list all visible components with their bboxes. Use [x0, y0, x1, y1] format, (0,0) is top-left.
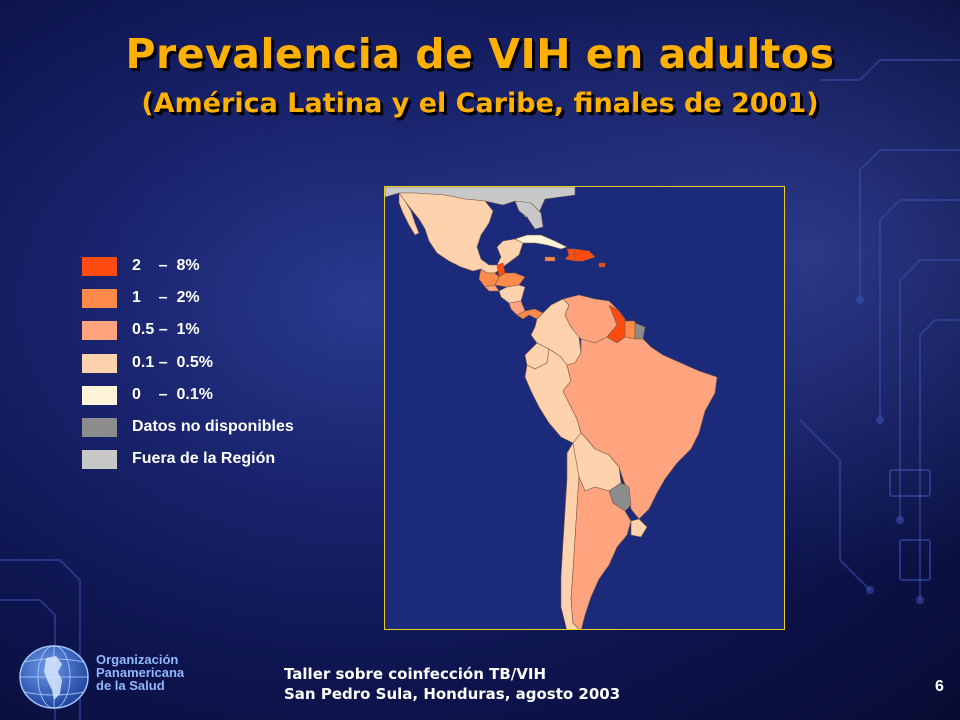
- map-area-argentina: [570, 476, 632, 629]
- map-area-uruguay: [630, 518, 648, 538]
- legend-label: Fuera de la Región: [132, 450, 276, 468]
- legend-swatch: [82, 450, 117, 470]
- organization-line: de la Salud: [96, 678, 165, 693]
- map-area-nicaragua: [498, 284, 526, 304]
- prevalence-map: [385, 187, 784, 629]
- legend-label: 0 – 0.1%: [132, 385, 213, 403]
- legend-label: 1 – 2%: [132, 289, 200, 307]
- legend-swatch: [82, 353, 117, 373]
- map-area-haiti: [564, 248, 576, 262]
- legend-swatch: [82, 289, 117, 309]
- footer-line: Taller sobre coinfección TB/VIH: [284, 665, 546, 683]
- legend-swatch: [82, 417, 117, 437]
- map-area-cuba: [514, 234, 568, 250]
- legend-label: 0.1 – 0.5%: [132, 353, 213, 371]
- paho-logo-icon: [19, 645, 89, 709]
- legend-label: 0.5 – 1%: [132, 321, 200, 339]
- organization-line: Organización: [96, 652, 179, 667]
- legend-swatch: [82, 321, 117, 341]
- map-area-dominican-republic: [574, 248, 596, 262]
- page-number: 6: [935, 678, 944, 695]
- map-frame: [384, 186, 785, 630]
- map-area-jamaica: [544, 256, 556, 262]
- map-area-mexico: [398, 192, 420, 236]
- legend-label: 2 – 8%: [132, 257, 200, 274]
- map-area-united-states: [514, 200, 544, 230]
- legend-swatch: [82, 257, 117, 276]
- map-area-caribbean-islands: [598, 262, 606, 268]
- map-area-suriname: [624, 320, 636, 340]
- map-area-brazil: [562, 336, 718, 520]
- footer-caption: Taller sobre coinfección TB/VIH San Pedr…: [284, 664, 620, 704]
- organization-name: Organización Panamericana de la Salud: [96, 653, 184, 692]
- footer-line: San Pedro Sula, Honduras, agosto 2003: [284, 685, 621, 703]
- legend-label: Datos no disponibles: [132, 417, 294, 435]
- legend-swatch: [82, 385, 117, 405]
- map-area-honduras: [494, 272, 526, 288]
- organization-line: Panamericana: [96, 665, 185, 680]
- page-title: Prevalencia de VIH en adultos: [125, 30, 835, 78]
- page-subtitle: (América Latina y el Caribe, finales de …: [141, 88, 819, 119]
